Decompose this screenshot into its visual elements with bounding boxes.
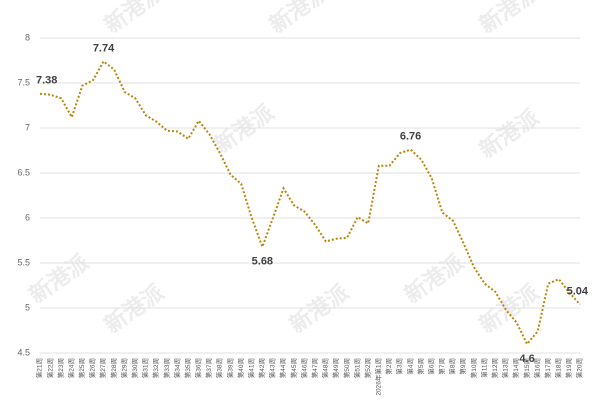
y-tick-label: 6.5 <box>17 167 30 177</box>
x-tick-label: 第6周 <box>426 358 435 375</box>
x-tick-label: 第17周 <box>543 358 552 378</box>
x-tick-label: 第44周 <box>278 358 287 378</box>
x-tick-label: 第37周 <box>204 358 213 378</box>
watermark: 新港派 <box>100 279 168 337</box>
watermark: 新港派 <box>475 104 543 162</box>
x-tick-label: 2026年第1周 <box>374 358 383 396</box>
x-tick-label: 第18周 <box>554 358 563 378</box>
x-tick-label: 第50周 <box>342 358 351 378</box>
x-tick-label: 第40周 <box>236 358 245 378</box>
y-tick-label: 5 <box>25 302 30 312</box>
x-tick-label: 第38周 <box>215 358 224 378</box>
x-tick-label: 第3周 <box>395 358 404 375</box>
x-tick-label: 第46周 <box>299 358 308 378</box>
watermark: 新港派 <box>265 0 333 38</box>
watermark: 新港派 <box>475 0 543 38</box>
watermark: 新港派 <box>210 99 278 157</box>
x-tick-label: 第25周 <box>77 358 86 378</box>
x-tick-label: 第4周 <box>405 358 414 375</box>
data-label: 7.38 <box>36 75 57 87</box>
x-tick-label: 第39周 <box>225 358 234 378</box>
data-label: 5.04 <box>567 285 589 297</box>
line <box>39 59 581 346</box>
x-tick-label: 第36周 <box>194 358 203 378</box>
x-tick-label: 第20周 <box>575 358 584 378</box>
x-tick-label: 第48周 <box>321 358 330 378</box>
x-tick-label: 第28周 <box>109 358 118 378</box>
watermark: 新港派 <box>400 249 468 307</box>
watermark: 新港派 <box>285 279 353 337</box>
x-tick-label: 第35周 <box>183 358 192 378</box>
data-label: 4.6 <box>519 353 534 365</box>
watermark: 新港派 <box>25 249 93 307</box>
x-tick-label: 第49周 <box>331 358 340 378</box>
x-tick-label: 第47周 <box>310 358 319 378</box>
x-tick-label: 第23周 <box>56 358 65 378</box>
x-tick-label: 第30周 <box>130 358 139 378</box>
x-tick-label: 第43周 <box>268 358 277 378</box>
x-tick-label: 第15周 <box>522 358 531 378</box>
watermark: 新港派 <box>100 0 168 38</box>
x-tick-label: 第52周 <box>363 358 372 378</box>
data-label: 6.76 <box>400 131 421 143</box>
x-tick-label: 第2周 <box>384 358 393 375</box>
x-tick-label: 第42周 <box>257 358 266 378</box>
x-tick-label: 第22周 <box>45 358 54 378</box>
watermark: 新港派 <box>475 279 543 337</box>
y-tick-label: 7 <box>25 122 30 132</box>
x-tick-label: 第5周 <box>416 358 425 375</box>
x-tick-label: 第14周 <box>511 358 520 378</box>
y-tick-label: 4.5 <box>17 347 30 357</box>
x-tick-label: 第10周 <box>469 358 478 378</box>
x-tick-label: 第41周 <box>246 358 255 378</box>
y-tick-label: 7.5 <box>17 77 30 87</box>
data-label: 7.74 <box>93 42 115 54</box>
x-tick-label: 第19周 <box>564 358 573 378</box>
y-tick-label: 8 <box>25 32 30 42</box>
x-tick-label: 第31周 <box>141 358 150 378</box>
x-tick-label: 第11周 <box>479 358 488 378</box>
x-tick-label: 第26周 <box>88 358 97 378</box>
y-tick-label: 6 <box>25 212 30 222</box>
x-tick-label: 第24周 <box>66 358 75 378</box>
x-tick-label: 第9周 <box>458 358 467 375</box>
x-tick-label: 第51周 <box>352 358 361 378</box>
x-tick-label: 第8周 <box>448 358 457 375</box>
data-label: 5.68 <box>252 256 273 268</box>
x-tick-label: 第16周 <box>532 358 541 378</box>
x-tick-label: 第12周 <box>490 358 499 378</box>
x-tick-label: 第32周 <box>151 358 160 378</box>
x-tick-label: 第21周 <box>35 358 44 378</box>
x-tick-label: 第7周 <box>437 358 446 375</box>
x-tick-label: 第34周 <box>172 358 181 378</box>
x-tick-label: 第29周 <box>119 358 128 378</box>
y-tick-label: 5.5 <box>17 257 30 267</box>
x-tick-label: 第13周 <box>501 358 510 378</box>
x-tick-label: 第45周 <box>289 358 298 378</box>
x-tick-label: 第27周 <box>98 358 107 378</box>
x-tick-label: 第33周 <box>162 358 171 378</box>
